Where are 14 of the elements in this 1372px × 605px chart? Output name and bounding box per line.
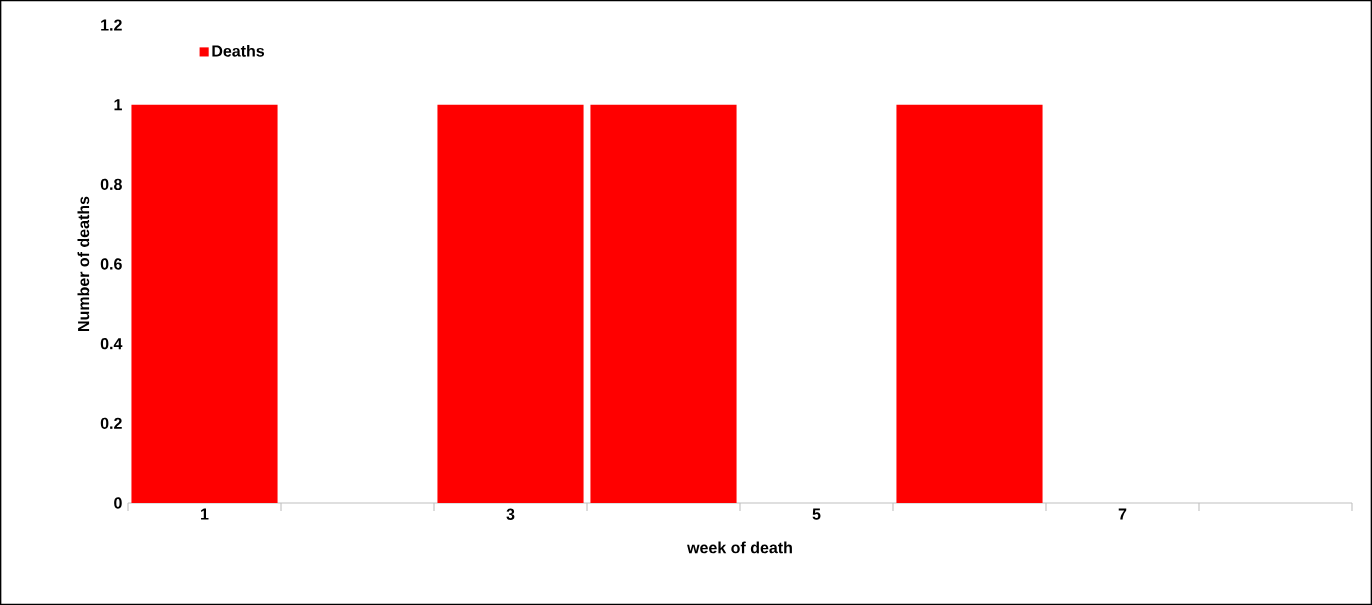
legend-label: Deaths [212,44,265,57]
y-tick-label: 0 [114,497,122,509]
x-tick-label: 7 [1118,508,1127,520]
y-tick-label: 0.6 [100,258,122,270]
y-tick-label: 1 [114,99,122,111]
x-axis-title: week of death [687,541,792,554]
y-tick-label: 1.2 [101,19,122,31]
y-tick-label: 0.8 [100,178,122,190]
x-tick-label: 3 [506,508,515,520]
x-tick-label: 5 [812,508,821,520]
y-tick-label: 0.2 [100,417,122,429]
y-axis-title: Number of deaths [77,196,90,331]
x-tick-label: 1 [201,508,209,520]
y-tick-label: 0.4 [100,337,123,350]
